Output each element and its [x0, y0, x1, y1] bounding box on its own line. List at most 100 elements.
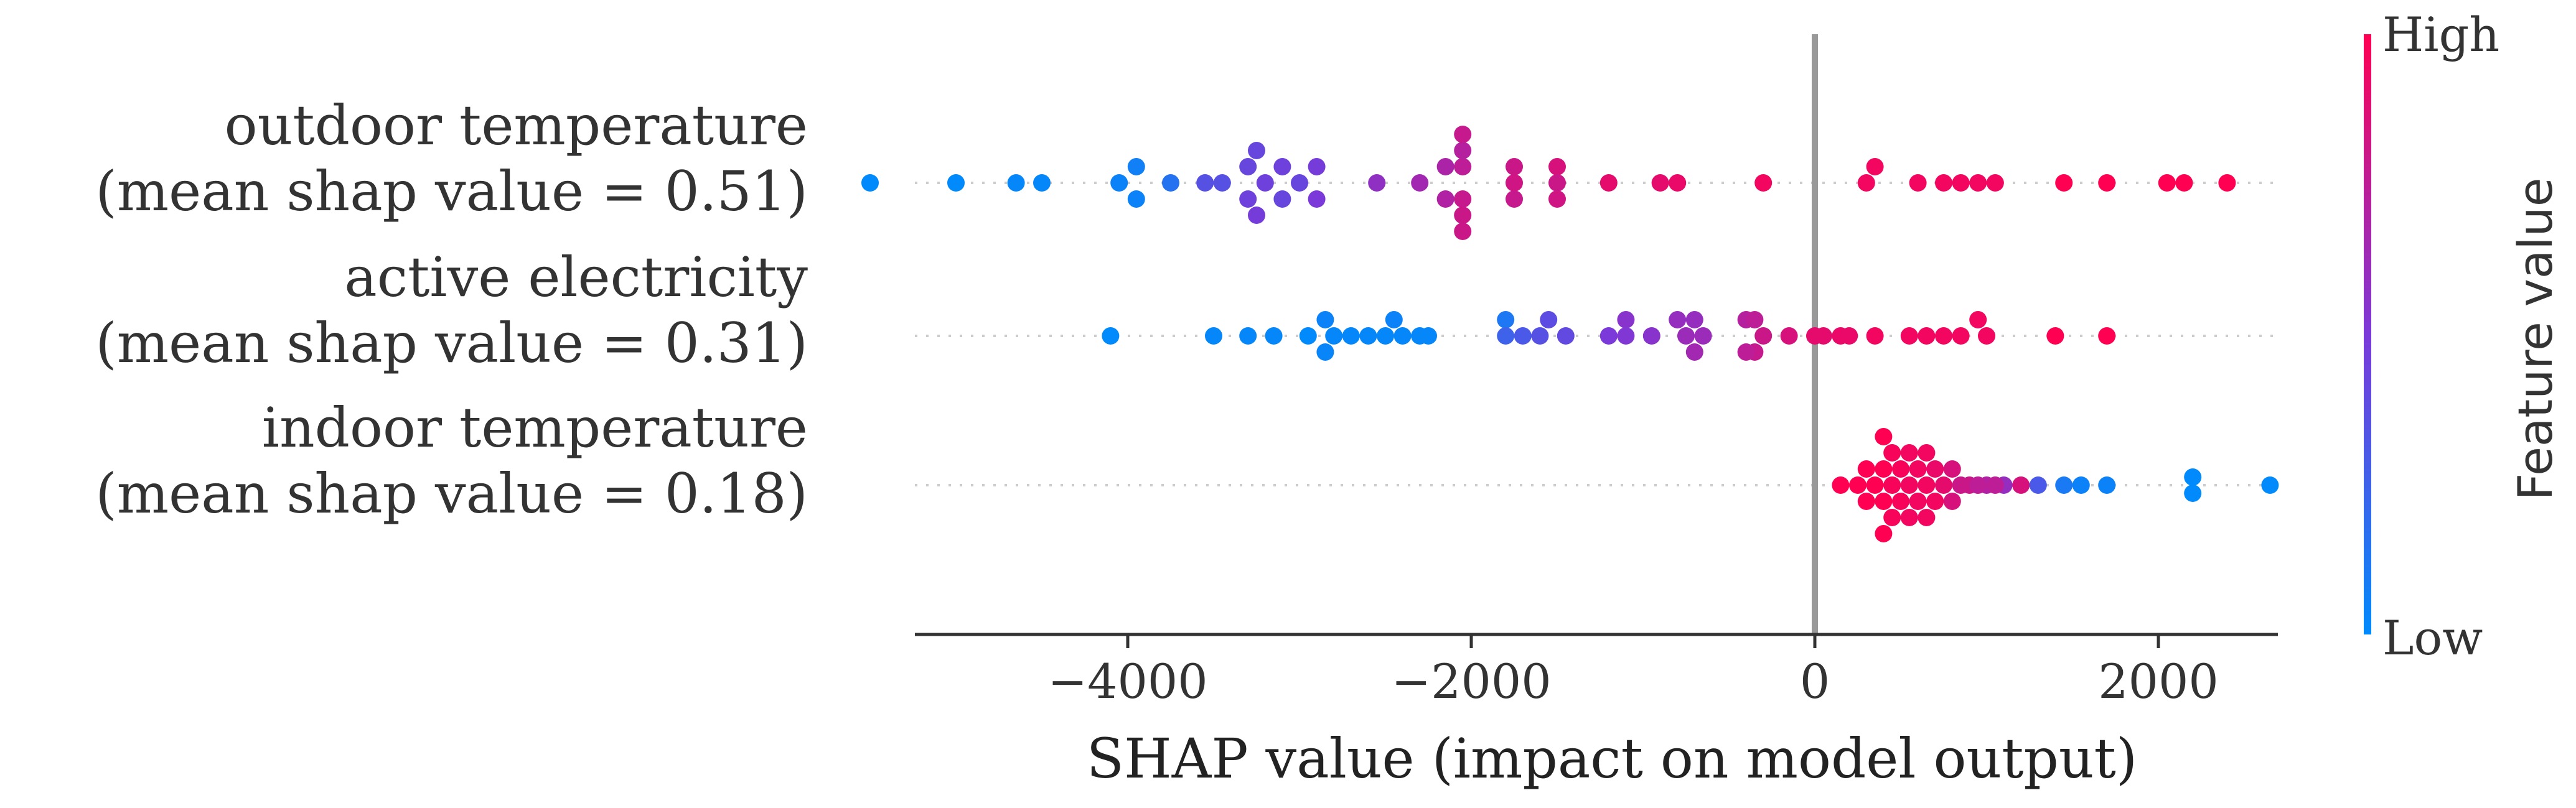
dot-feature-2-35: [1918, 444, 1936, 462]
dot-feature-2-16: [1909, 460, 1927, 478]
dot-feature-0-22: [1436, 158, 1454, 175]
dot-feature-1-18: [1531, 327, 1549, 345]
dot-feature-0-29: [1454, 126, 1472, 143]
dot-feature-2-11: [1943, 493, 1961, 510]
dot-feature-1-27: [1685, 311, 1703, 328]
dot-feature-2-31: [2012, 476, 2030, 494]
feature-0-mean: (mean shap value = 0.51): [95, 159, 808, 223]
dot-feature-1-31: [1746, 311, 1764, 328]
colorbar: High Low Feature value: [2364, 7, 2563, 666]
colorbar-low-label: Low: [2382, 610, 2483, 666]
dot-feature-2-1: [2184, 468, 2202, 486]
dot-feature-1-44: [1952, 327, 1970, 345]
dot-feature-0-8: [1196, 174, 1214, 192]
dot-feature-1-29: [1694, 327, 1712, 345]
dot-feature-2-6: [2029, 476, 2047, 494]
dot-feature-1-8: [1342, 327, 1360, 345]
dot-feature-1-24: [1642, 327, 1660, 345]
dot-feature-0-25: [1454, 190, 1472, 208]
dot-feature-0-19: [1308, 190, 1326, 208]
dot-feature-1-41: [1900, 327, 1918, 345]
dot-feature-0-14: [1256, 174, 1274, 192]
feature-2-name: indoor temperature: [262, 396, 808, 460]
dot-feature-0-34: [1548, 190, 1566, 208]
dot-feature-2-13: [1926, 460, 1944, 478]
dot-feature-0-28: [1454, 223, 1472, 240]
dot-feature-0-23: [1436, 190, 1454, 208]
dot-feature-0-39: [1754, 174, 1773, 192]
dot-feature-0-26: [1454, 142, 1472, 159]
x-tick-label-1: −2000: [1391, 654, 1551, 709]
dot-feature-0-21: [1411, 174, 1429, 192]
dot-feature-0-3: [1033, 174, 1051, 192]
dot-feature-1-9: [1359, 327, 1377, 345]
dot-feature-0-4: [1110, 174, 1128, 192]
dot-feature-2-38: [1900, 509, 1918, 526]
dot-feature-1-34: [1754, 327, 1773, 345]
dot-feature-0-16: [1273, 190, 1291, 208]
x-axis: −4000 −2000 0 2000 SHAP value (impact on mo…: [915, 633, 2278, 791]
dot-feature-0-5: [1127, 158, 1145, 175]
dot-feature-0-46: [1986, 174, 2004, 192]
row-guides: [915, 182, 2278, 486]
dot-feature-1-17: [1514, 327, 1532, 345]
dot-feature-1-37: [1814, 327, 1832, 345]
dot-feature-2-29: [1849, 476, 1866, 494]
dot-feature-0-17: [1291, 174, 1308, 192]
dot-feature-1-22: [1617, 311, 1635, 328]
dot-feature-0-32: [1506, 174, 1523, 192]
dot-feature-2-24: [1875, 460, 1893, 478]
dot-feature-2-26: [1866, 476, 1884, 494]
dot-feature-0-45: [1969, 174, 1987, 192]
dot-feature-1-25: [1669, 311, 1687, 328]
dot-feature-1-33: [1737, 343, 1755, 361]
colorbar-gradient: [2364, 34, 2371, 634]
dot-feature-1-35: [1780, 327, 1798, 345]
dot-feature-0-31: [1506, 190, 1523, 208]
dot-feature-0-12: [1248, 142, 1265, 159]
dot-feature-0-33: [1548, 158, 1566, 175]
dot-feature-2-36: [1918, 509, 1936, 526]
dot-feature-0-44: [1952, 174, 1970, 192]
feature-labels: outdoor temperature (mean shap value = 0…: [95, 93, 808, 526]
beeswarm-dots: [861, 126, 2279, 542]
dot-feature-1-26: [1677, 327, 1695, 345]
dot-feature-1-47: [2046, 327, 2064, 345]
dot-feature-0-40: [1857, 174, 1875, 192]
dot-feature-1-42: [1918, 327, 1936, 345]
dot-feature-0-1: [947, 174, 965, 192]
dot-feature-1-15: [1497, 311, 1515, 328]
dot-feature-1-45: [1969, 311, 1987, 328]
dot-feature-1-12: [1393, 327, 1412, 345]
dot-feature-1-5: [1316, 311, 1334, 328]
dot-feature-1-4: [1299, 327, 1317, 345]
x-axis-label: SHAP value (impact on model output): [1087, 727, 2137, 791]
dot-feature-1-20: [1557, 327, 1575, 345]
dot-feature-2-39: [1875, 428, 1893, 445]
dot-feature-1-39: [1840, 327, 1858, 345]
dot-feature-2-21: [1883, 444, 1901, 462]
dot-feature-0-43: [1935, 174, 1952, 192]
dot-feature-2-34: [1952, 476, 1970, 494]
dot-feature-2-5: [2055, 476, 2073, 494]
dot-feature-2-20: [1892, 493, 1909, 510]
dot-feature-0-7: [1162, 174, 1179, 192]
dot-feature-0-36: [1599, 174, 1618, 192]
dot-feature-1-43: [1935, 327, 1952, 345]
dot-feature-0-20: [1368, 174, 1386, 192]
dot-feature-0-49: [2158, 174, 2176, 192]
x-tick-label-3: 2000: [2098, 654, 2218, 709]
dot-feature-0-11: [1239, 190, 1257, 208]
dot-feature-0-47: [2055, 174, 2073, 192]
dot-feature-1-2: [1239, 327, 1257, 345]
dot-feature-1-46: [1978, 327, 1995, 345]
x-tick-label-2: 0: [1800, 654, 1830, 709]
dot-feature-2-3: [2098, 476, 2116, 494]
dot-feature-0-42: [1909, 174, 1927, 192]
dot-feature-2-40: [1875, 525, 1893, 542]
dot-feature-0-2: [1007, 174, 1025, 192]
dot-feature-1-21: [1599, 327, 1618, 345]
dot-feature-1-23: [1617, 327, 1635, 345]
dot-feature-1-16: [1497, 327, 1515, 345]
